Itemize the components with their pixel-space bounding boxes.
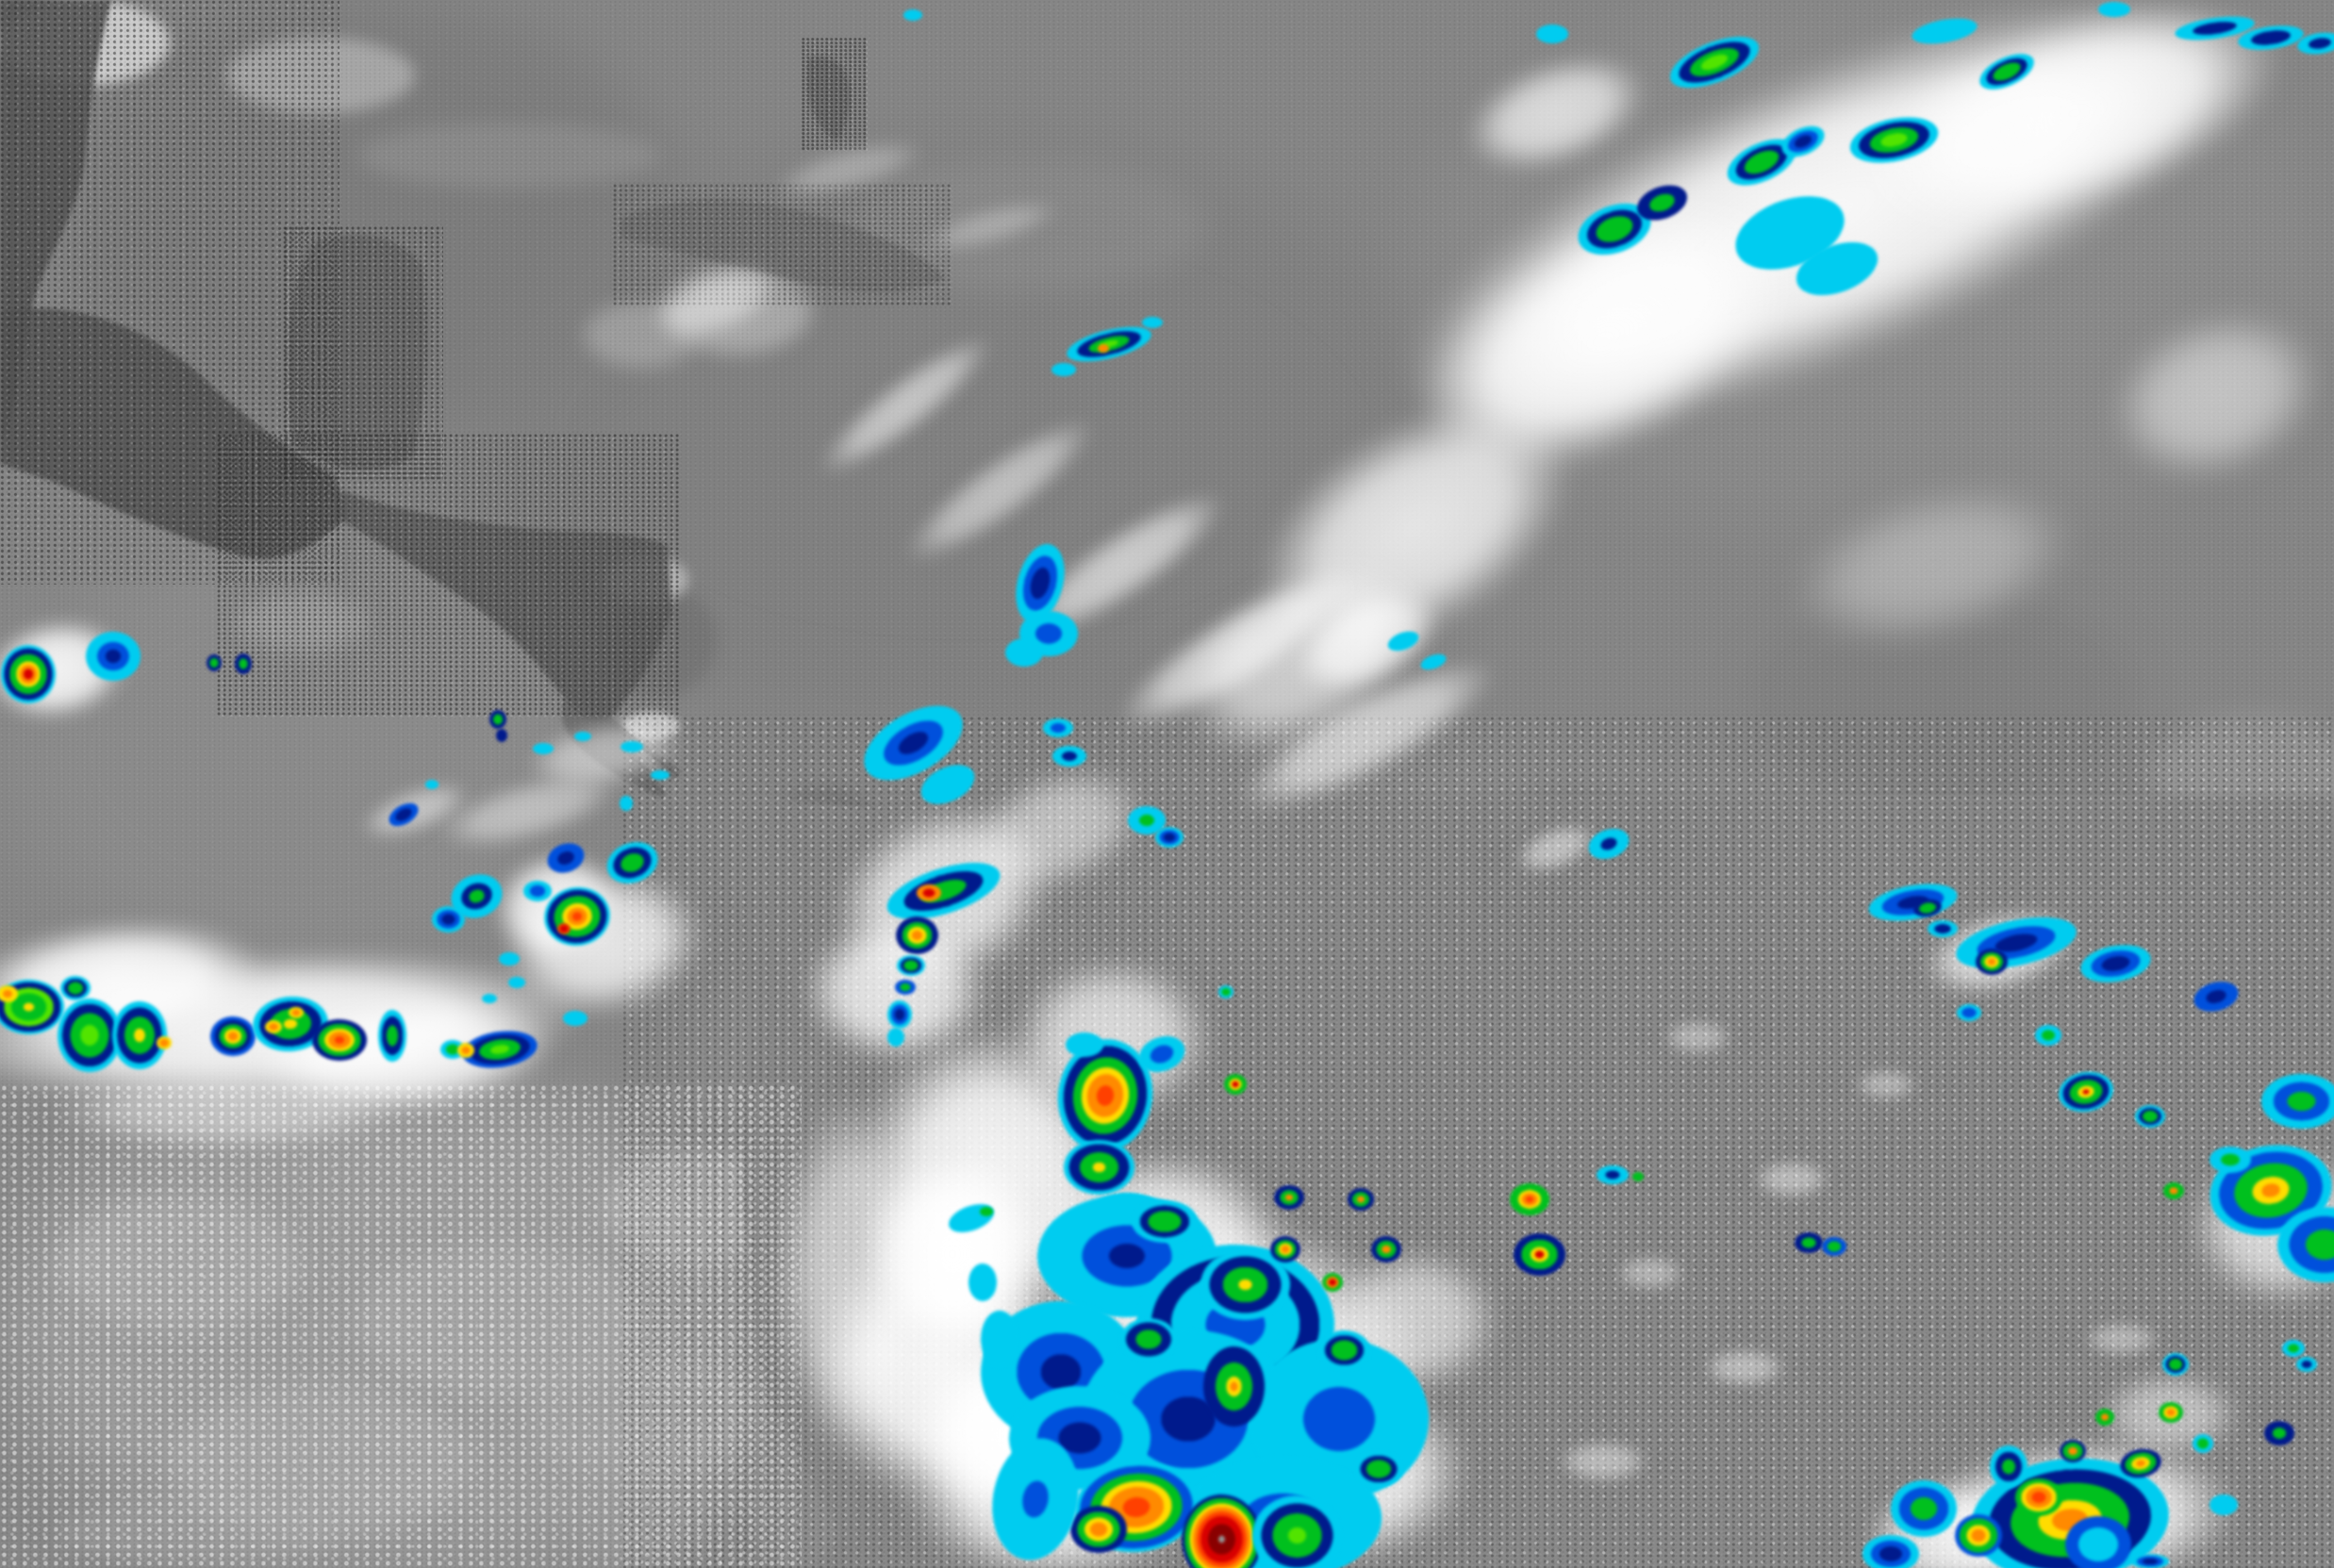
cuba-island: [621, 199, 945, 292]
florida-tip: [807, 57, 851, 142]
central-america-land: [341, 490, 671, 721]
yucatan-peninsula: [287, 235, 427, 470]
south-america-land: [622, 734, 2334, 1568]
